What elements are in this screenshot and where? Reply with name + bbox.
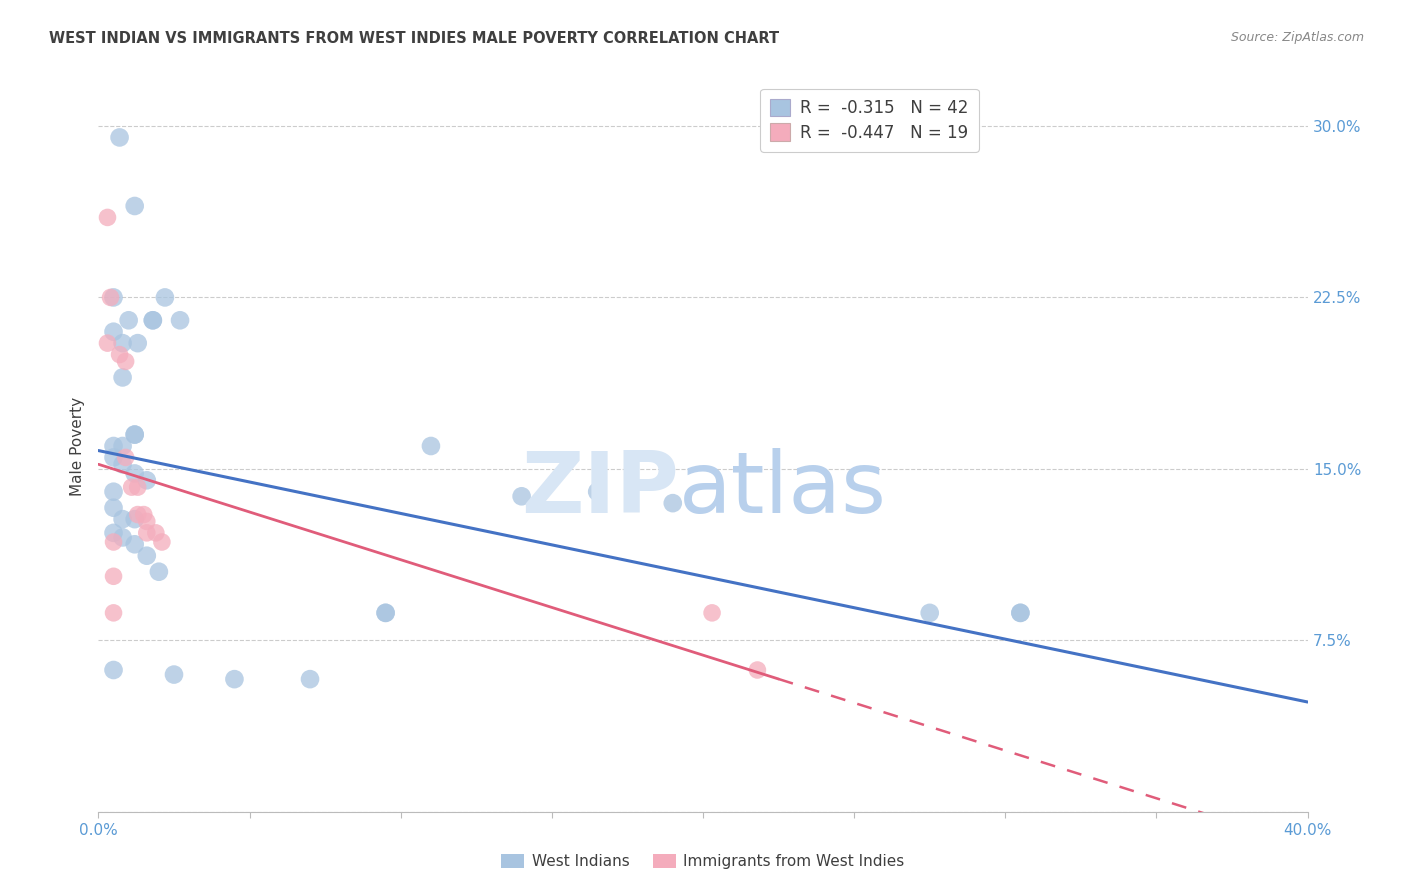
Point — [918, 606, 941, 620]
Point — [127, 508, 149, 522]
Point — [100, 290, 122, 304]
Point — [145, 525, 167, 540]
Point — [111, 512, 134, 526]
Text: ZIP: ZIP — [522, 449, 679, 532]
Point — [103, 500, 125, 515]
Point — [510, 489, 533, 503]
Text: Source: ZipAtlas.com: Source: ZipAtlas.com — [1230, 31, 1364, 45]
Point — [111, 336, 134, 351]
Point — [118, 313, 141, 327]
Point — [142, 313, 165, 327]
Point — [103, 325, 125, 339]
Point — [586, 484, 609, 499]
Point — [103, 439, 125, 453]
Point — [124, 467, 146, 481]
Point — [103, 535, 125, 549]
Point — [169, 313, 191, 327]
Point — [103, 484, 125, 499]
Point — [124, 427, 146, 442]
Point — [374, 606, 396, 620]
Point — [1010, 606, 1032, 620]
Point — [700, 606, 723, 620]
Legend: West Indians, Immigrants from West Indies: West Indians, Immigrants from West Indie… — [495, 848, 911, 875]
Point — [108, 130, 131, 145]
Point — [135, 549, 157, 563]
Point — [103, 663, 125, 677]
Point — [1010, 606, 1032, 620]
Point — [153, 290, 176, 304]
Point — [111, 530, 134, 544]
Point — [103, 450, 125, 465]
Point — [150, 535, 173, 549]
Point — [299, 672, 322, 686]
Legend: R =  -0.315   N = 42, R =  -0.447   N = 19: R = -0.315 N = 42, R = -0.447 N = 19 — [761, 88, 979, 152]
Point — [142, 313, 165, 327]
Point — [124, 199, 146, 213]
Point — [121, 480, 143, 494]
Point — [374, 606, 396, 620]
Point — [96, 211, 118, 225]
Point — [747, 663, 769, 677]
Point — [132, 508, 155, 522]
Point — [420, 439, 443, 453]
Point — [124, 427, 146, 442]
Text: atlas: atlas — [679, 449, 887, 532]
Y-axis label: Male Poverty: Male Poverty — [70, 396, 86, 496]
Point — [127, 480, 149, 494]
Point — [103, 569, 125, 583]
Point — [96, 336, 118, 351]
Point — [124, 537, 146, 551]
Point — [103, 606, 125, 620]
Point — [114, 450, 136, 465]
Point — [103, 525, 125, 540]
Point — [127, 336, 149, 351]
Point — [135, 515, 157, 529]
Point — [114, 354, 136, 368]
Point — [135, 525, 157, 540]
Text: WEST INDIAN VS IMMIGRANTS FROM WEST INDIES MALE POVERTY CORRELATION CHART: WEST INDIAN VS IMMIGRANTS FROM WEST INDI… — [49, 31, 779, 46]
Point — [148, 565, 170, 579]
Point — [224, 672, 246, 686]
Point — [111, 370, 134, 384]
Point — [124, 512, 146, 526]
Point — [135, 473, 157, 487]
Point — [108, 347, 131, 362]
Point — [661, 496, 683, 510]
Point — [103, 290, 125, 304]
Point — [111, 439, 134, 453]
Point — [111, 458, 134, 472]
Point — [163, 667, 186, 681]
